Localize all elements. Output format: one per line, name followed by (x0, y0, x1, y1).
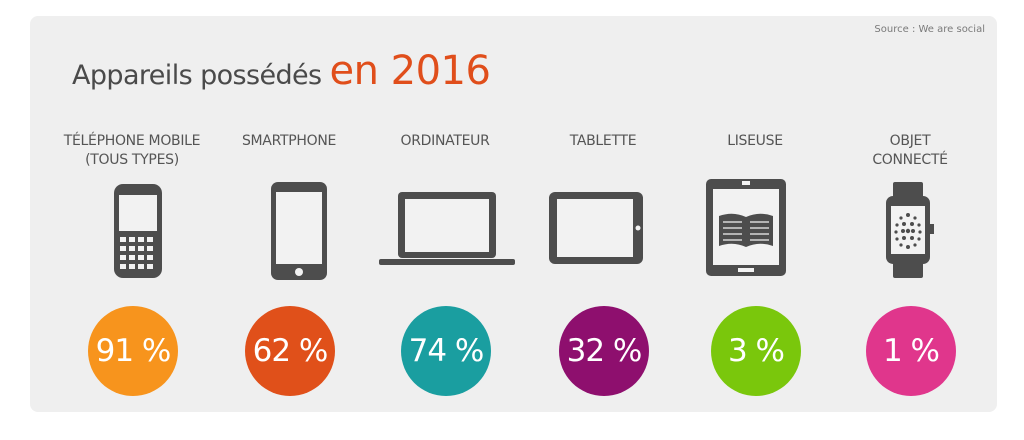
feature-phone-icon (52, 178, 212, 280)
category-label: SMARTPHONE (241, 133, 337, 149)
laptop-icon (365, 178, 525, 280)
chart-title: Appareils possédés en 2016 (72, 48, 491, 94)
source-note: Source : We are social (874, 24, 985, 35)
category-label: TABLETTE (569, 133, 637, 149)
value-label: 91 % (95, 333, 172, 369)
value-circle: 91 % (88, 306, 178, 396)
device-column-connected-object: OBJET CONNECTÉ 1 % (830, 16, 990, 412)
value-label: 62 % (252, 333, 329, 369)
value-label: 74 % (408, 333, 485, 369)
value-label: 32 % (566, 333, 643, 369)
ereader-icon (675, 178, 835, 280)
infographic-panel: Source : We are social Appareils possédé… (30, 16, 997, 412)
tablet-icon (523, 178, 683, 280)
category-label: TÉLÉPHONE MOBILE (TOUS TYPES) (63, 133, 201, 168)
device-column-mobile: TÉLÉPHONE MOBILE (TOUS TYPES) 91 % (52, 16, 212, 412)
value-circle: 32 % (559, 306, 649, 396)
device-column-smartphone: SMARTPHONE 62 % (209, 16, 369, 412)
value-label: 1 % (882, 333, 940, 369)
category-label: ORDINATEUR (400, 133, 490, 149)
value-circle: 74 % (401, 306, 491, 396)
value-circle: 62 % (245, 306, 335, 396)
title-main: Appareils possédés (72, 60, 322, 91)
smartphone-icon (209, 178, 369, 280)
smartwatch-icon (830, 178, 990, 280)
device-column-computer: ORDINATEUR 74 % (365, 16, 525, 412)
device-column-tablet: TABLETTE 32 % (523, 16, 683, 412)
device-column-ereader: LISEUSE 3 % (675, 16, 835, 412)
title-accent: en 2016 (329, 48, 491, 94)
value-circle: 3 % (711, 306, 801, 396)
category-label: OBJET CONNECTÉ (872, 133, 948, 168)
value-circle: 1 % (866, 306, 956, 396)
category-label: LISEUSE (727, 133, 783, 149)
value-label: 3 % (727, 333, 785, 369)
